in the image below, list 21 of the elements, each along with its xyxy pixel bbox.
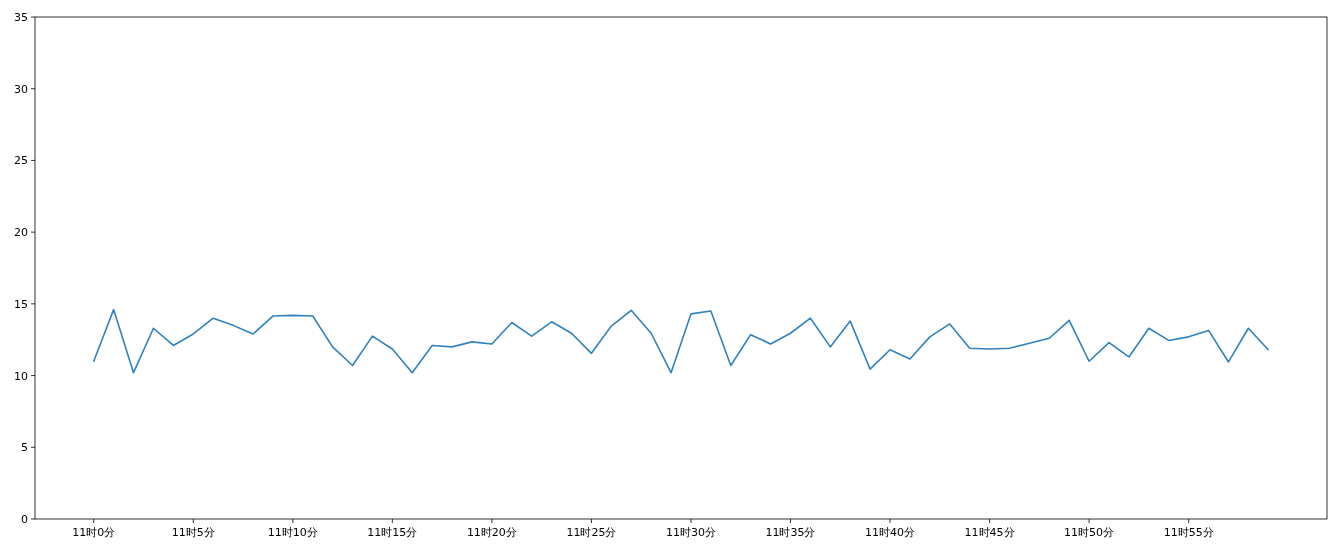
x-tick-label: 11时50分 (1064, 526, 1115, 539)
x-tick-label: 11时45分 (964, 526, 1015, 539)
x-tick-label: 11时25分 (566, 526, 617, 539)
y-tick-label: 25 (14, 154, 28, 168)
y-tick-label: 20 (14, 226, 28, 240)
x-tick-label: 11时30分 (665, 526, 716, 539)
y-tick-label: 30 (14, 82, 28, 96)
y-tick-label: 35 (14, 11, 28, 24)
y-tick-label: 10 (14, 369, 28, 383)
x-tick-label: 11时0分 (72, 526, 116, 539)
y-tick-label: 15 (14, 297, 28, 311)
line-series (92, 308, 1270, 374)
x-tick-label: 11时5分 (171, 526, 215, 539)
x-tick-label: 11时20分 (466, 526, 517, 539)
x-tick-label: 11时15分 (367, 526, 418, 539)
x-tick-label: 11时35分 (765, 526, 816, 539)
y-tick-label: 0 (21, 513, 28, 526)
x-tick-label: 11时55分 (1163, 526, 1214, 539)
x-tick-label: 11时40分 (865, 526, 916, 539)
x-tick-label: 11时10分 (267, 526, 318, 539)
y-tick-label: 5 (21, 441, 28, 455)
